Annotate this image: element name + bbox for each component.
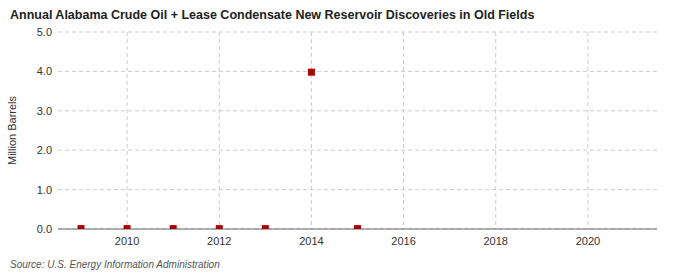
- chart-container: 0.0 1.0 2.0 3.0 4.0 5.0 2010 2012 2014 2016 2018 20…: [0, 0, 675, 275]
- x-tick-label: 2018: [483, 235, 507, 247]
- y-tick-label: 0.0: [37, 223, 52, 235]
- x-grid-line: [219, 32, 220, 229]
- point: [262, 225, 269, 229]
- x-tick-label: 2020: [576, 235, 600, 247]
- point: [170, 225, 177, 229]
- chart: 0.0 1.0 2.0 3.0 4.0 5.0 2010 2012 2014 2016 2018 20…: [0, 0, 675, 275]
- title: Annual Alabama Crude Oil + Lease Condens…: [10, 8, 534, 22]
- y-axis-label: Million Barrels: [6, 95, 18, 165]
- x-grid-line: [403, 32, 404, 229]
- point: [124, 225, 131, 229]
- x-grid-line: [311, 32, 312, 229]
- y-tick-label: 4.0: [37, 65, 52, 77]
- x-grid-line: [127, 32, 128, 229]
- x-tick-label: 2014: [299, 235, 323, 247]
- y-grid-line: [58, 110, 657, 111]
- x-grid-line: [587, 32, 588, 229]
- points: [78, 69, 361, 229]
- x-tick-label: 2010: [115, 235, 139, 247]
- y-grid-line: [58, 32, 657, 33]
- source: Source: U.S. Energy Information Administ…: [10, 259, 220, 270]
- x-tick-label: 2016: [391, 235, 415, 247]
- grid: [58, 32, 657, 229]
- y-grid-line: [58, 150, 657, 151]
- x-grid-line: [495, 32, 496, 229]
- point: [78, 225, 85, 229]
- y-tick-label: 5.0: [37, 26, 52, 38]
- y-grid-line: [58, 71, 657, 72]
- point: [308, 69, 315, 76]
- y-tick-label: 3.0: [37, 105, 52, 117]
- y-tick-label: 1.0: [37, 184, 52, 196]
- y-grid-line: [58, 189, 657, 190]
- point: [354, 225, 361, 229]
- y-tick-label: 2.0: [37, 144, 52, 156]
- x-tick-label: 2012: [207, 235, 231, 247]
- point: [216, 225, 223, 229]
